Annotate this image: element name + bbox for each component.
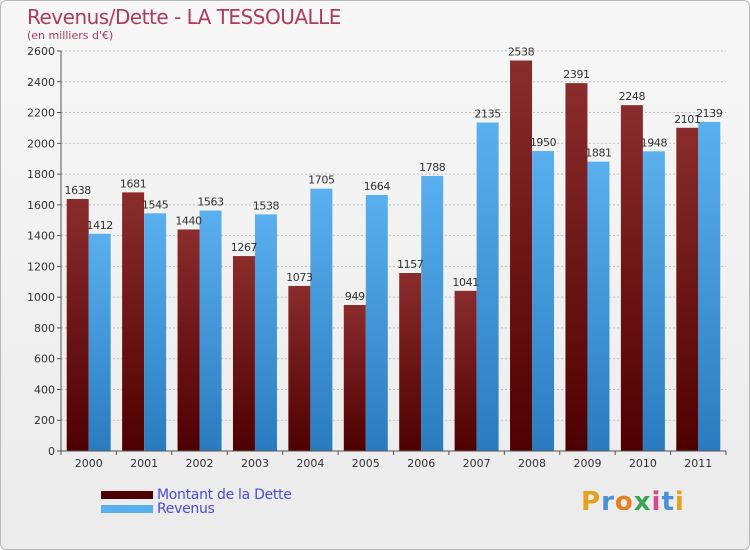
bar-revenus <box>310 188 333 451</box>
logo-letter: x <box>633 487 652 517</box>
x-tick-label: 2003 <box>241 457 269 470</box>
data-label-revenus: 1664 <box>364 180 391 193</box>
y-tick-label: 1600 <box>27 199 55 212</box>
x-tick-label: 2001 <box>130 457 158 470</box>
bar-dette <box>122 192 145 451</box>
data-label-dette: 949 <box>345 290 365 303</box>
x-tick-label: 2007 <box>463 457 491 470</box>
data-label-revenus: 1545 <box>142 198 169 211</box>
legend-swatch-dette <box>101 491 153 499</box>
x-tick-label: 2004 <box>296 457 324 470</box>
bar-dette <box>177 229 200 451</box>
data-label-revenus: 1948 <box>641 136 668 149</box>
y-tick-label: 2400 <box>27 76 55 89</box>
bar-dette <box>399 273 422 451</box>
data-label-revenus: 1563 <box>197 196 224 209</box>
y-tick-label: 2000 <box>27 137 55 150</box>
legend-label-revenus: Revenus <box>157 501 215 517</box>
data-label-dette: 2101 <box>674 113 700 126</box>
bar-dette <box>454 290 477 451</box>
logo-letter: i <box>651 487 662 517</box>
bar-dette <box>565 83 588 452</box>
proxiti-logo: Proxiti <box>581 487 685 517</box>
data-label-revenus: 1950 <box>530 136 557 149</box>
y-tick-label: 1400 <box>27 230 55 243</box>
y-tick-label: 1800 <box>27 168 55 181</box>
logo-letter: r <box>601 487 615 517</box>
y-tick-label: 400 <box>34 383 55 396</box>
data-label-revenus: 1538 <box>253 199 280 212</box>
y-tick-label: 600 <box>34 353 55 366</box>
data-label-revenus: 2139 <box>696 107 723 120</box>
chart-title: Revenus/Dette - LA TESSOUALLE <box>27 5 341 29</box>
x-tick-label: 2011 <box>684 457 712 470</box>
data-label-dette: 1681 <box>120 177 146 190</box>
data-label-revenus: 1412 <box>87 219 113 232</box>
bar-revenus <box>642 151 665 452</box>
x-tick-label: 2000 <box>75 457 103 470</box>
y-tick-label: 1200 <box>27 260 55 273</box>
bar-revenus <box>365 195 388 451</box>
legend-label-dette: Montant de la Dette <box>157 487 292 503</box>
data-label-dette: 1041 <box>452 276 478 289</box>
x-tick-label: 2005 <box>352 457 380 470</box>
data-label-revenus: 1788 <box>419 161 446 174</box>
x-tick-label: 2009 <box>573 457 601 470</box>
data-label-revenus: 2135 <box>474 108 501 121</box>
data-label-dette: 1267 <box>231 241 258 254</box>
y-tick-label: 2200 <box>27 107 55 120</box>
y-tick-label: 1000 <box>27 291 55 304</box>
chart-subtitle: (en milliers d'€) <box>27 29 114 42</box>
data-label-dette: 1638 <box>65 184 92 197</box>
logo-letter: i <box>674 487 685 517</box>
data-label-dette: 2538 <box>508 46 535 59</box>
x-tick-label: 2010 <box>629 457 657 470</box>
legend-item-dette: Montant de la Dette <box>101 487 292 503</box>
bar-dette <box>232 256 255 451</box>
data-label-dette: 1440 <box>175 214 202 227</box>
bar-revenus <box>254 214 277 451</box>
y-tick-label: 0 <box>48 445 55 458</box>
bar-dette <box>676 127 699 452</box>
logo-letter: P <box>581 487 602 517</box>
bar-revenus <box>88 233 111 451</box>
data-label-dette: 1073 <box>286 271 313 284</box>
data-label-dette: 2248 <box>619 90 646 103</box>
y-tick-label: 200 <box>34 414 55 427</box>
logo-letter: o <box>614 487 634 517</box>
bar-dette <box>620 105 643 452</box>
bar-revenus <box>476 122 499 452</box>
bar-revenus <box>698 121 721 451</box>
bar-revenus <box>532 151 555 451</box>
bar-dette <box>66 199 89 451</box>
bar-revenus <box>421 175 444 451</box>
bar-revenus <box>199 210 222 451</box>
y-tick-label: 2600 <box>27 45 55 58</box>
bar-revenus <box>587 161 610 451</box>
bar-dette <box>288 285 311 451</box>
x-tick-label: 2006 <box>407 457 435 470</box>
bar-dette <box>343 305 366 451</box>
data-label-revenus: 1881 <box>585 147 611 160</box>
bar-dette <box>510 60 533 452</box>
data-label-dette: 1157 <box>397 258 424 271</box>
logo-letter: t <box>661 487 675 517</box>
legend-item-revenus: Revenus <box>101 501 215 517</box>
bar-revenus <box>144 213 167 451</box>
x-tick-label: 2002 <box>186 457 214 470</box>
data-label-revenus: 1705 <box>308 174 335 187</box>
data-label-dette: 2391 <box>563 68 589 81</box>
legend-swatch-revenus <box>101 505 153 513</box>
y-tick-label: 800 <box>34 322 55 335</box>
x-tick-label: 2008 <box>518 457 546 470</box>
